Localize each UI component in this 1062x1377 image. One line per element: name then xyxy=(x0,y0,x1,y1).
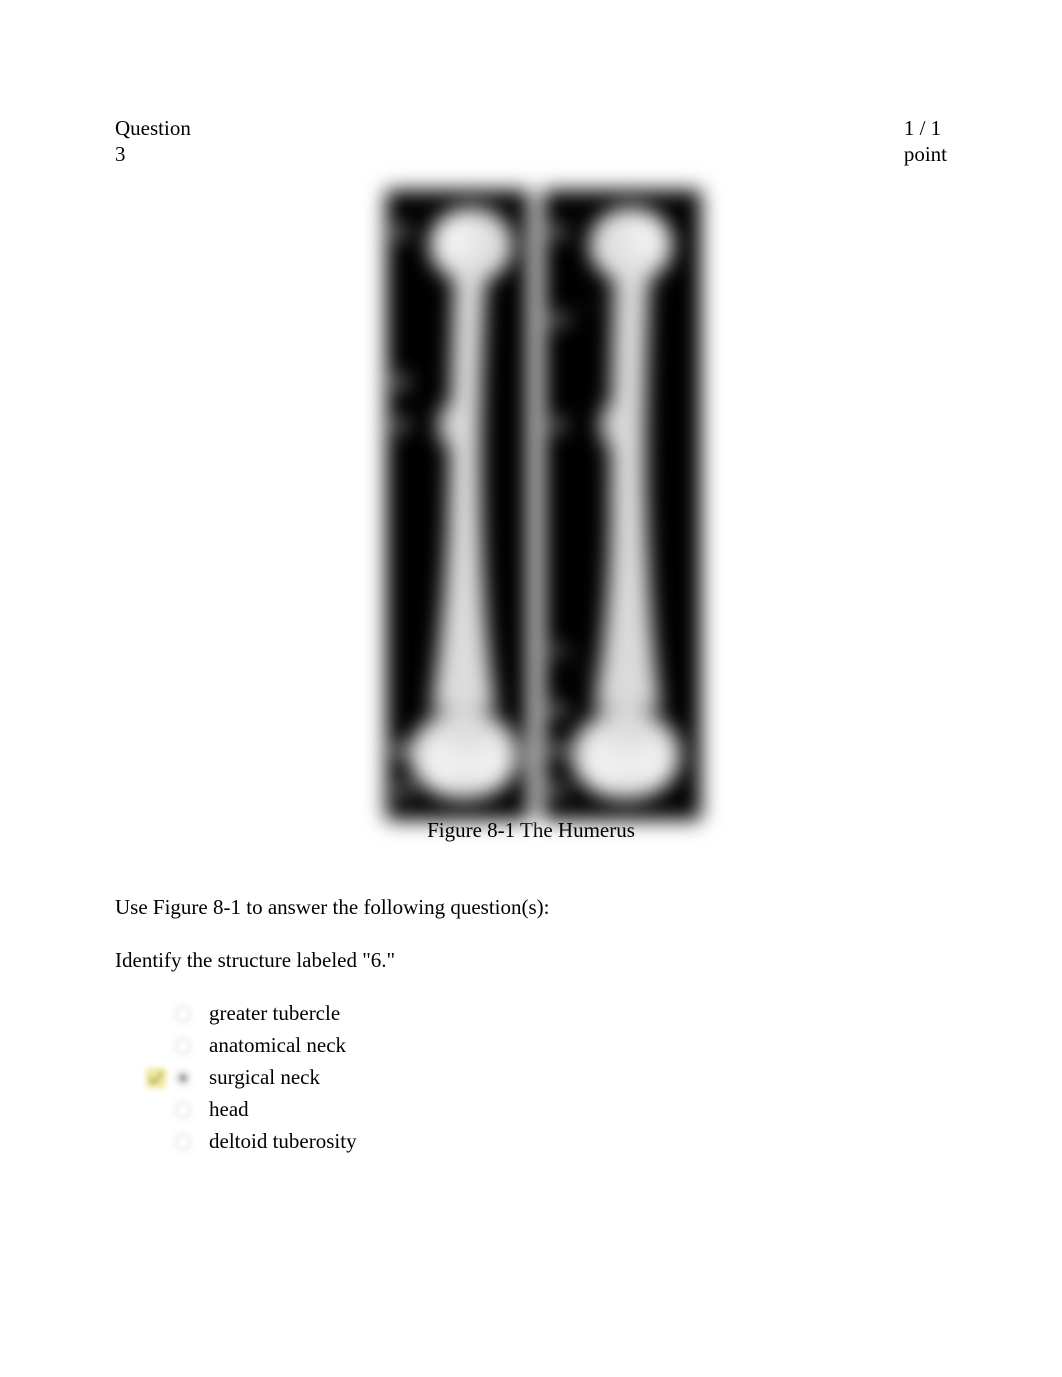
option-row[interactable]: deltoid tuberosity xyxy=(145,1129,947,1155)
option-row[interactable]: head xyxy=(145,1097,947,1123)
radio-icon[interactable] xyxy=(175,1134,191,1150)
question-prompt: Identify the structure labeled "6." xyxy=(115,948,947,973)
score-value: 1 / 1 xyxy=(904,116,941,140)
option-label: anatomical neck xyxy=(209,1033,346,1058)
option-label: surgical neck xyxy=(209,1065,320,1090)
option-row[interactable]: greater tubercle xyxy=(145,1001,947,1027)
options-list: greater tubercle anatomical neck surgica… xyxy=(115,1001,947,1155)
figure-image xyxy=(326,190,736,826)
question-context: Use Figure 8-1 to answer the following q… xyxy=(115,895,947,920)
question-header: Question 3 1 / 1 point xyxy=(115,115,947,168)
question-number: 3 xyxy=(115,142,126,166)
correct-badge-icon xyxy=(145,1067,167,1089)
radio-icon[interactable] xyxy=(175,1070,191,1086)
option-label: deltoid tuberosity xyxy=(209,1129,357,1154)
radio-icon[interactable] xyxy=(175,1038,191,1054)
question-label: Question 3 xyxy=(115,115,191,168)
score-unit: point xyxy=(904,142,947,166)
question-word: Question xyxy=(115,116,191,140)
option-label: greater tubercle xyxy=(209,1001,340,1026)
option-row[interactable]: surgical neck xyxy=(145,1065,947,1091)
question-score: 1 / 1 point xyxy=(904,115,947,168)
radio-icon[interactable] xyxy=(175,1006,191,1022)
radio-icon[interactable] xyxy=(175,1102,191,1118)
figure-block: Figure 8-1 The Humerus xyxy=(115,190,947,843)
option-label: head xyxy=(209,1097,249,1122)
option-row[interactable]: anatomical neck xyxy=(145,1033,947,1059)
